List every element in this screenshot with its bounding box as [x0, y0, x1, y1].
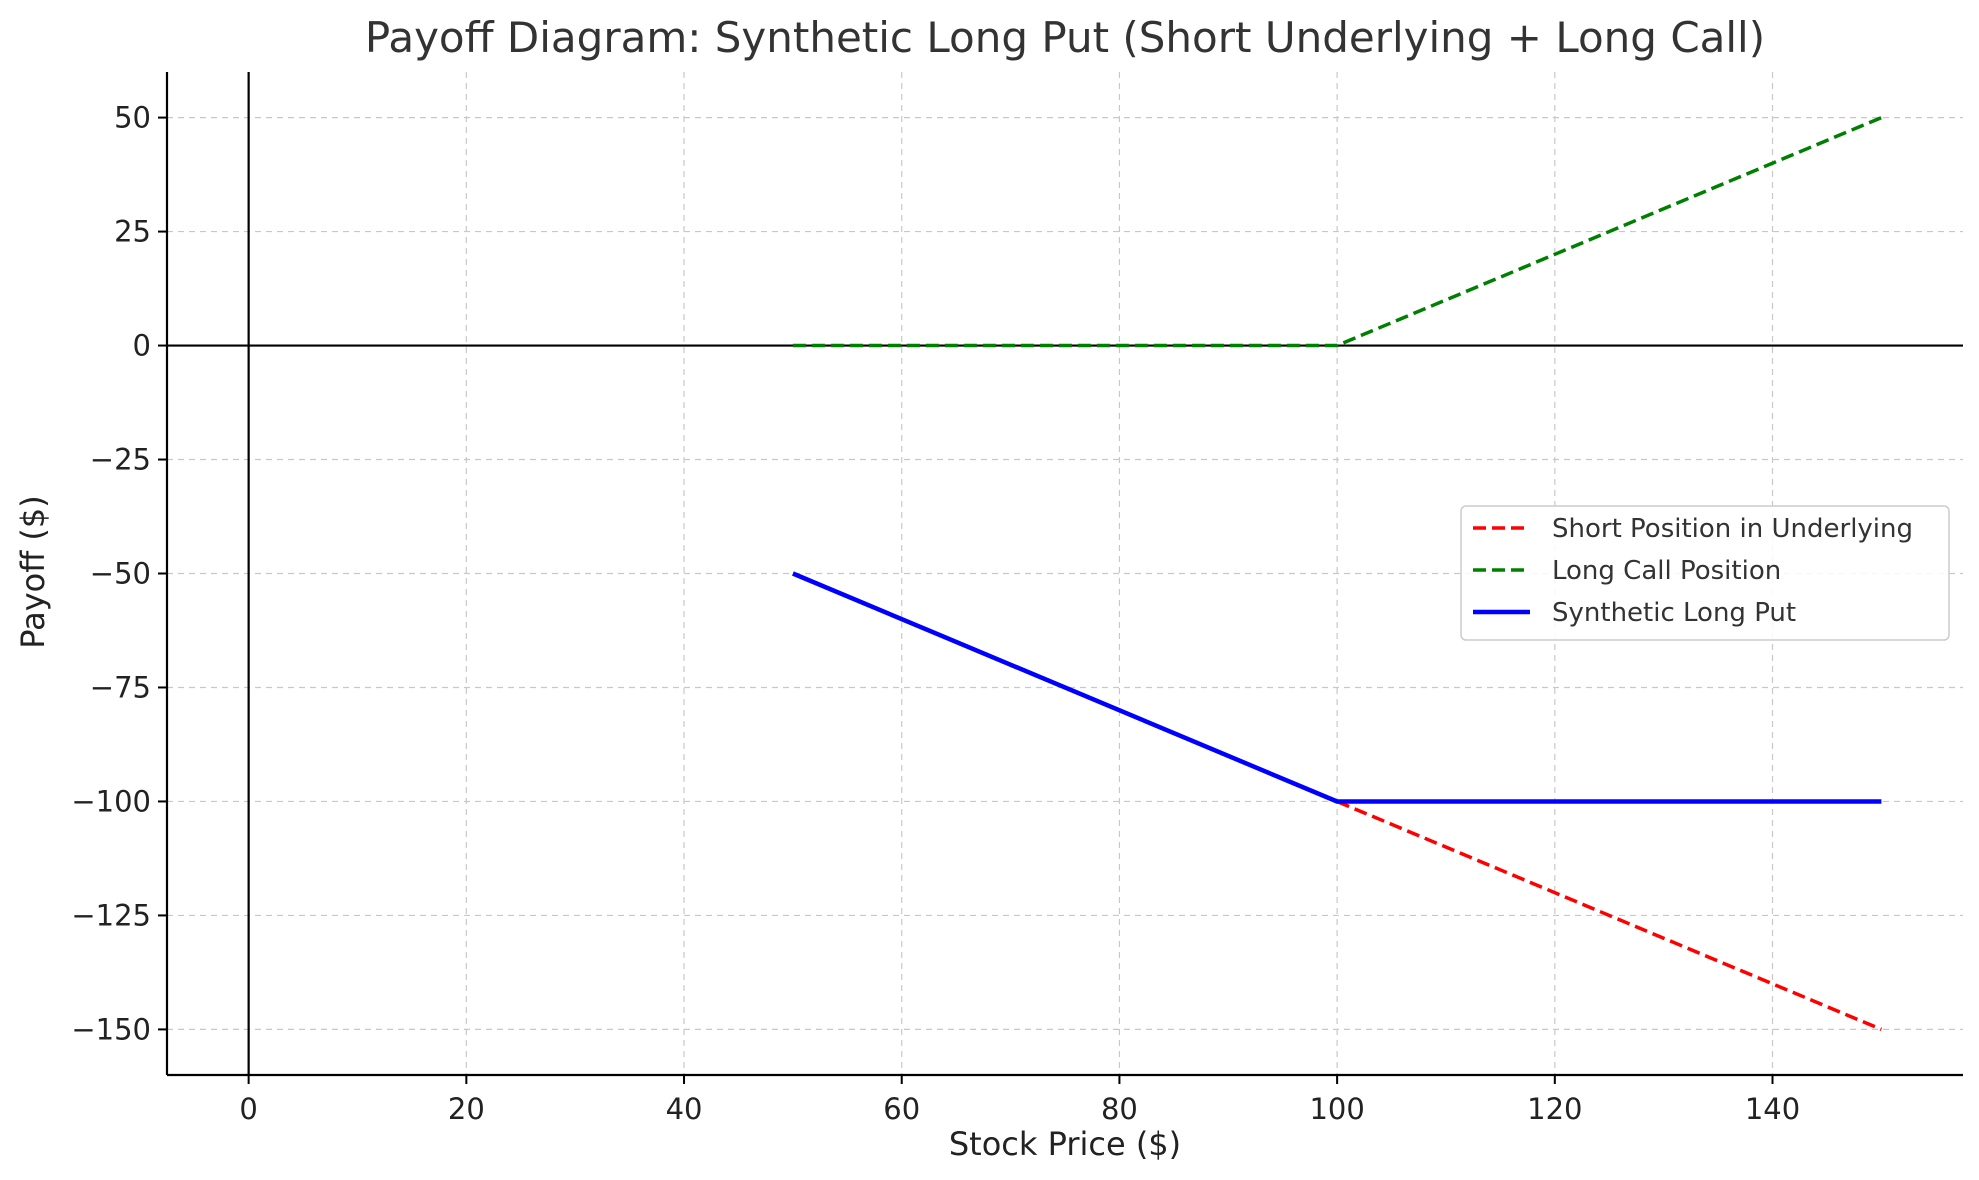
x-tick-label-7: 140	[1745, 1092, 1800, 1126]
x-tick-label-4: 80	[1101, 1092, 1138, 1126]
y-tick-label-5: −75	[90, 670, 151, 704]
legend-label-long-call-position: Long Call Position	[1552, 556, 1781, 586]
legend: Short Position in Underlying Long Call Po…	[1460, 505, 1950, 641]
y-tick-label-6: −100	[71, 784, 151, 818]
y-tick-label-1: 25	[114, 215, 151, 249]
y-axis-ticks: 50 25 0 −25 −50 −75 −100 −125 −150	[71, 101, 167, 1046]
x-tick-label-1: 20	[448, 1092, 485, 1126]
y-tick-label-2: 0	[133, 329, 151, 363]
y-tick-label-0: 50	[114, 101, 151, 135]
x-tick-label-2: 40	[666, 1092, 703, 1126]
series-short-position-in-underlying	[1336, 799, 1883, 1032]
series-long-call-position	[792, 115, 1883, 348]
x-tick-label-0: 0	[239, 1092, 257, 1126]
legend-label-short-position-in-underlying: Short Position in Underlying	[1552, 514, 1913, 544]
y-tick-label-7: −125	[71, 898, 151, 932]
x-tick-label-5: 100	[1309, 1092, 1364, 1126]
series-lines	[792, 115, 1883, 1032]
series-synthetic-long-put	[792, 571, 1882, 804]
y-tick-label-4: −50	[90, 557, 151, 591]
y-tick-label-3: −25	[90, 443, 151, 477]
x-axis-ticks: 0 20 40 60 80 100 120 140	[239, 1075, 1800, 1126]
x-tick-label-3: 60	[883, 1092, 920, 1126]
legend-box	[1460, 505, 1950, 641]
y-tick-label-8: −150	[71, 1012, 151, 1046]
x-axis-label: Stock Price ($)	[949, 1125, 1181, 1163]
chart-title: Payoff Diagram: Synthetic Long Put (Shor…	[365, 13, 1765, 62]
x-tick-label-6: 120	[1527, 1092, 1582, 1126]
legend-label-synthetic-long-put: Synthetic Long Put	[1552, 598, 1796, 628]
y-axis-label: Payoff ($)	[14, 495, 52, 649]
